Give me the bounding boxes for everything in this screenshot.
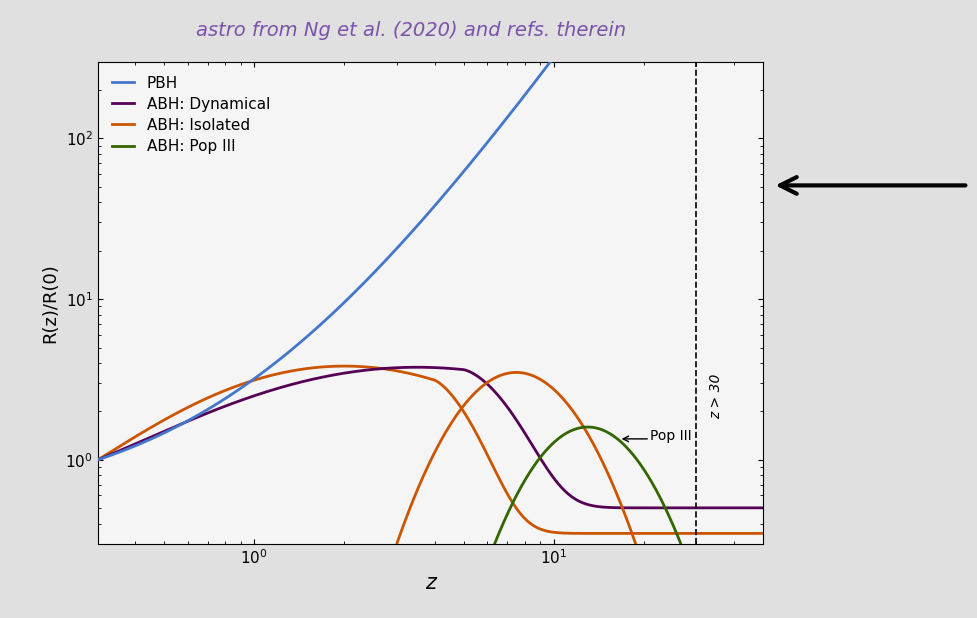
Text: z > 30: z > 30 — [708, 373, 722, 418]
Text: astro from Ng et al. (2020) and refs. therein: astro from Ng et al. (2020) and refs. th… — [195, 22, 625, 40]
Text: Pop III: Pop III — [650, 430, 691, 443]
Legend: PBH, ABH: Dynamical, ABH: Isolated, ABH: Pop III: PBH, ABH: Dynamical, ABH: Isolated, ABH:… — [106, 69, 276, 160]
X-axis label: z: z — [424, 573, 436, 593]
Y-axis label: R(z)/R(0): R(z)/R(0) — [42, 263, 60, 343]
